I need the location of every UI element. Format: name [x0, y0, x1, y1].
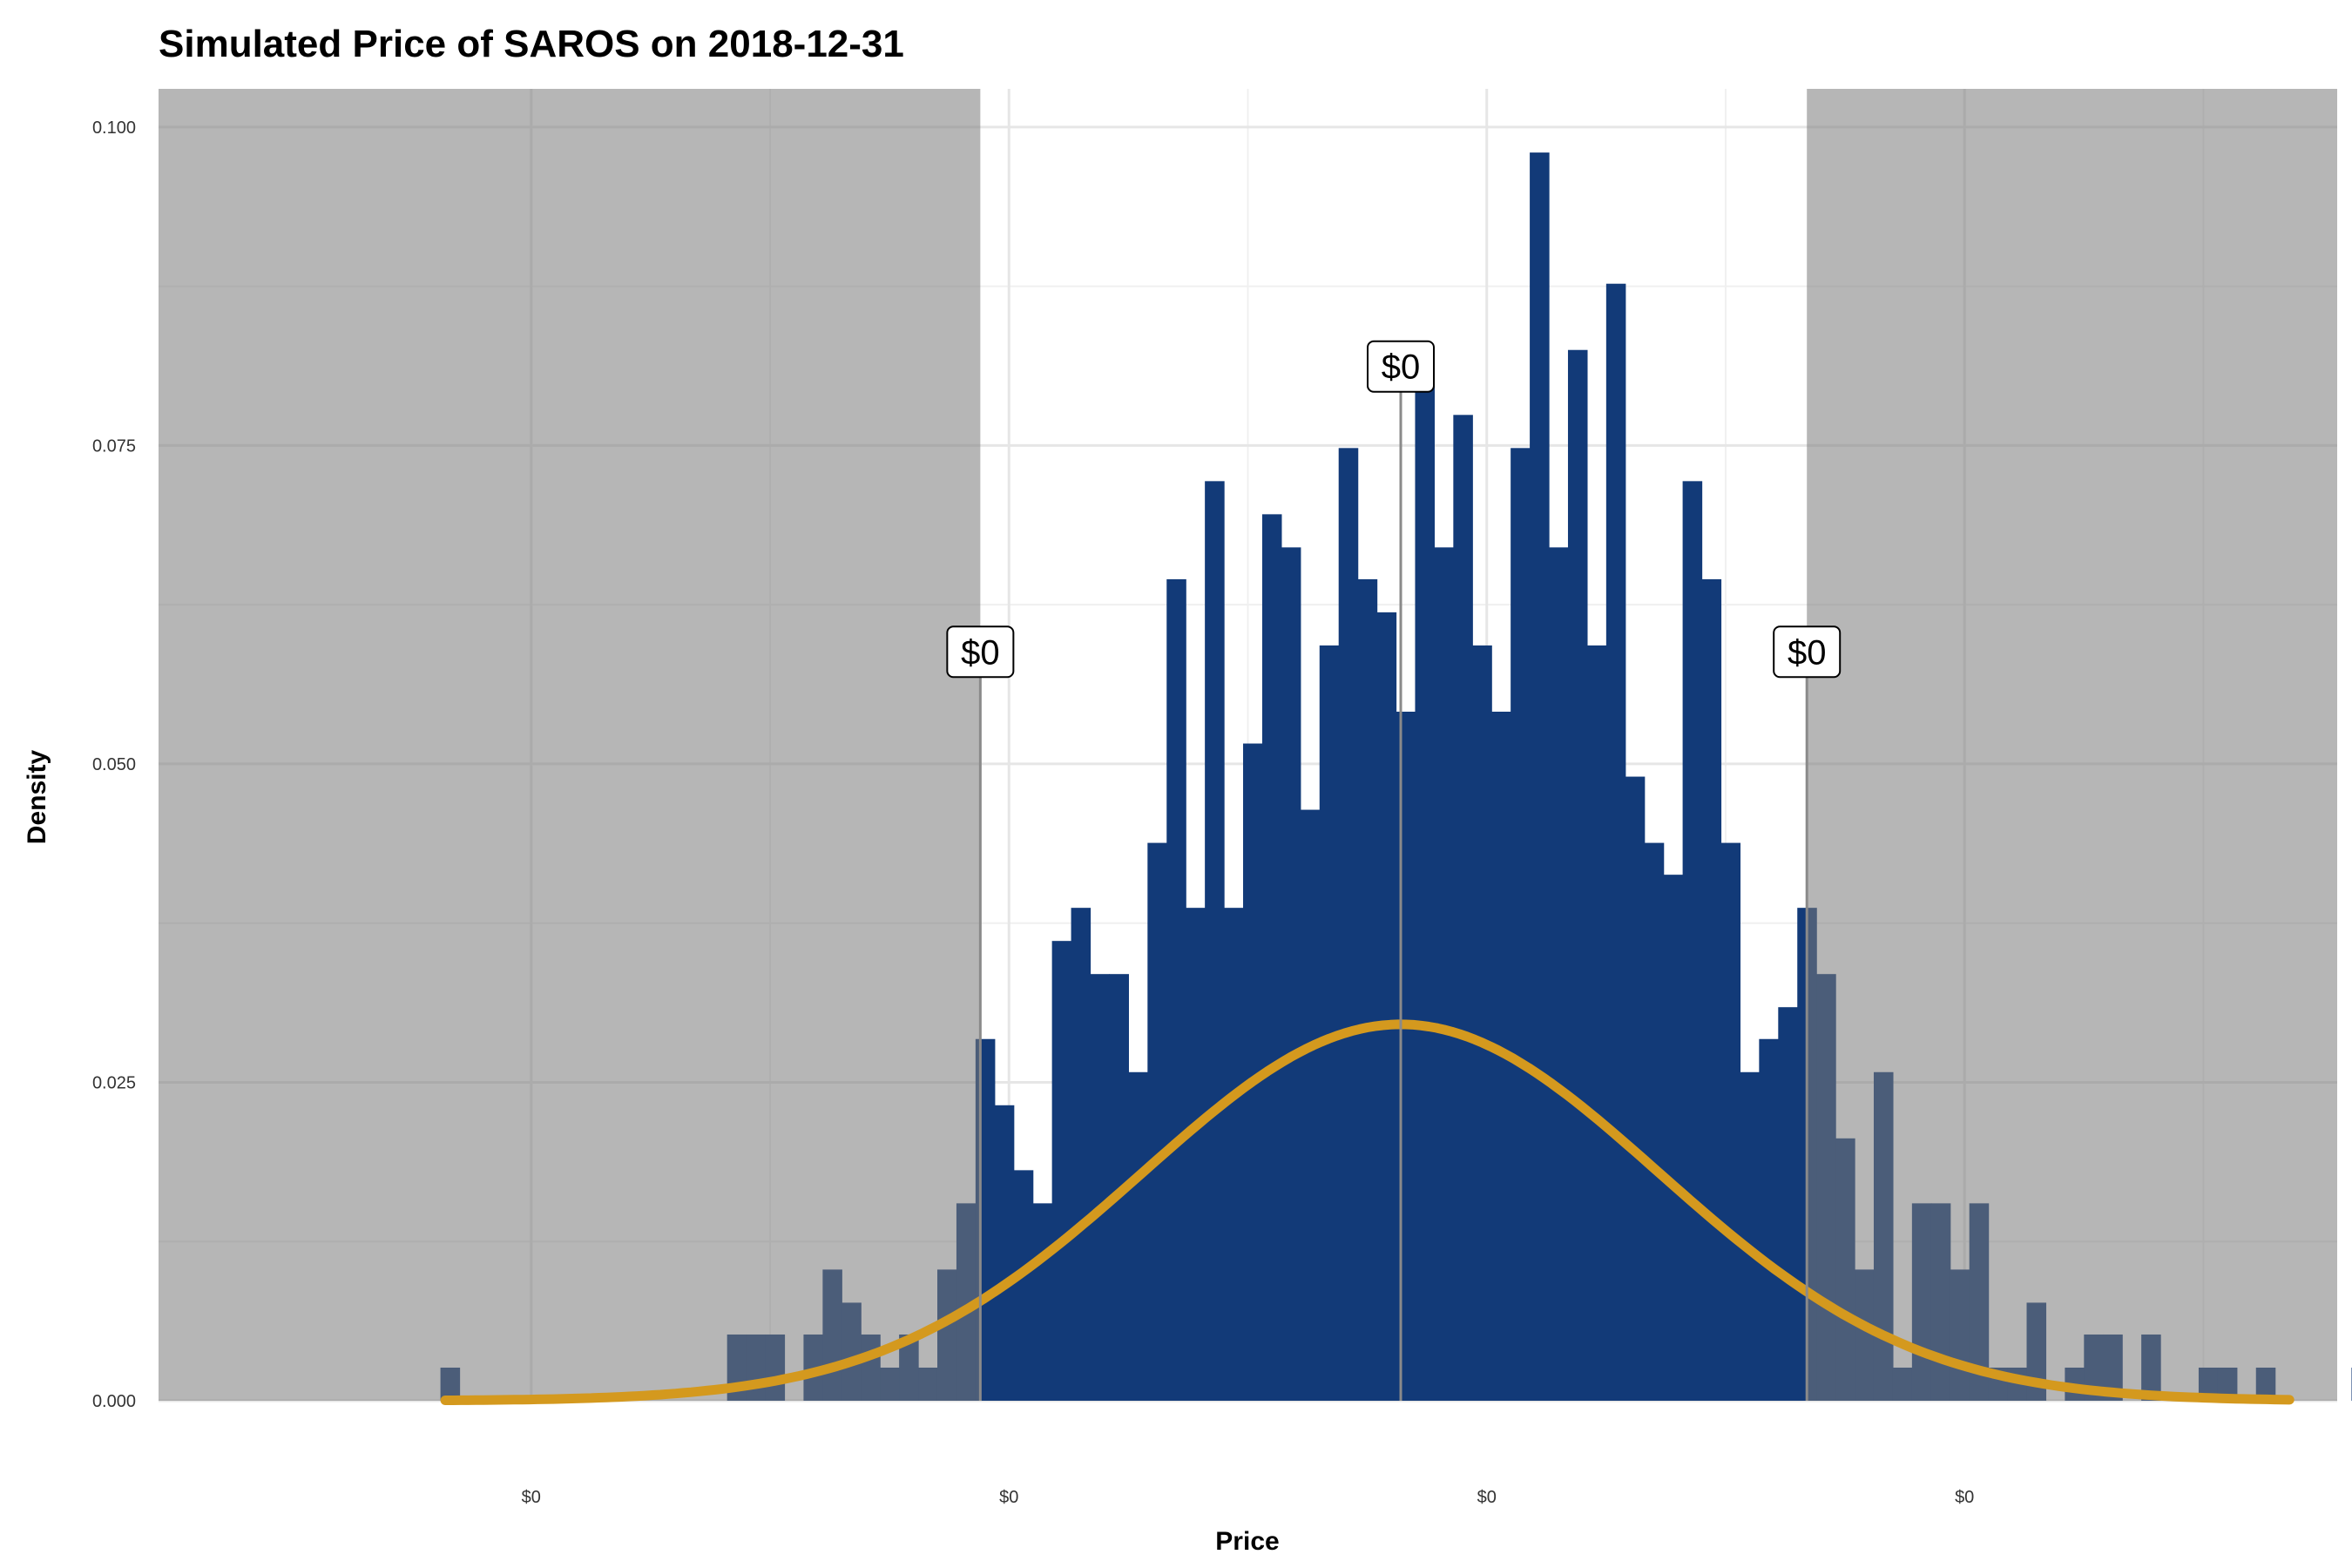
y-axis-title: Density — [23, 750, 51, 845]
histogram-bar — [1701, 578, 1722, 1401]
annotations: $0 $0 $0 — [946, 340, 1842, 1401]
x-tick-label: $0 — [999, 1488, 1018, 1507]
histogram-bar — [1682, 481, 1703, 1401]
histogram-bar — [1472, 645, 1492, 1401]
y-tick-label: 0.100 — [92, 118, 136, 138]
histogram-bar — [1567, 349, 1588, 1402]
y-tick-labels: 0.000 0.025 0.050 0.075 0.100 — [92, 118, 136, 1411]
histogram-bar — [1396, 711, 1416, 1401]
histogram-bar — [1759, 1038, 1779, 1401]
shaded-region — [1807, 89, 2337, 1401]
histogram-bar — [1549, 547, 1569, 1401]
y-tick-label: 0.025 — [92, 1073, 136, 1092]
histogram-bar — [1186, 908, 1206, 1401]
histogram-bar — [1778, 1007, 1798, 1401]
histogram-bar — [1051, 941, 1072, 1401]
histogram-bar — [994, 1105, 1015, 1401]
histogram-bar — [1434, 547, 1454, 1401]
density-curve-group — [440, 1019, 2295, 1405]
histogram-bar — [1644, 842, 1665, 1401]
histogram-bar — [1625, 776, 1646, 1401]
histogram-bar — [1319, 645, 1340, 1401]
histogram-bar — [1071, 908, 1092, 1401]
histogram-bar — [1530, 152, 1550, 1401]
histogram-bar — [1166, 578, 1186, 1401]
histogram-bar — [1663, 875, 1684, 1401]
histogram-bar — [1147, 842, 1167, 1401]
histogram-bar — [1605, 283, 1626, 1401]
histogram-bar — [1281, 547, 1301, 1401]
x-axis-title: Price — [1215, 1527, 1279, 1556]
shaded-region — [159, 89, 981, 1401]
annotation-box — [1367, 340, 1436, 393]
annotation-box — [1773, 625, 1842, 679]
shaded-regions — [159, 89, 2337, 1401]
histogram-bar — [1261, 514, 1282, 1401]
histogram-bar — [1357, 578, 1378, 1401]
y-tick-label: 0.000 — [92, 1392, 136, 1411]
annotation-label: $0 — [1382, 348, 1421, 387]
density-curve — [440, 1019, 2295, 1405]
histogram-bar — [1032, 1203, 1053, 1401]
histogram-bar — [1300, 809, 1321, 1401]
histogram-bar — [1013, 1170, 1034, 1401]
histogram-bar — [1338, 448, 1359, 1402]
x-tick-label: $0 — [1955, 1488, 1974, 1507]
histogram-bar — [1224, 908, 1244, 1401]
histogram-bar — [1720, 842, 1741, 1401]
annotation-label: $0 — [961, 633, 1000, 672]
x-tick-label: $0 — [522, 1488, 541, 1507]
histogram-bar — [1415, 382, 1436, 1401]
histogram-bar — [1090, 974, 1111, 1401]
histogram-bar — [1128, 1071, 1148, 1401]
histogram-bar — [1511, 448, 1531, 1402]
annotation-label: $0 — [1788, 633, 1827, 672]
histogram-bar — [1453, 415, 1473, 1402]
histogram-bar — [1205, 481, 1225, 1401]
x-tick-label: $0 — [1477, 1488, 1497, 1507]
chart-title: Simulated Price of SAROS on 2018-12-31 — [159, 23, 904, 65]
histogram-bar — [1586, 645, 1607, 1401]
histogram-bar — [1376, 612, 1397, 1401]
histogram-bar — [1740, 1071, 1760, 1401]
y-tick-label: 0.075 — [92, 436, 136, 456]
x-tick-labels: $0 $0 $0 $0 — [522, 1488, 1975, 1507]
histogram-bar — [1243, 743, 1263, 1401]
annotation-box — [946, 625, 1015, 679]
y-tick-label: 0.050 — [92, 755, 136, 774]
